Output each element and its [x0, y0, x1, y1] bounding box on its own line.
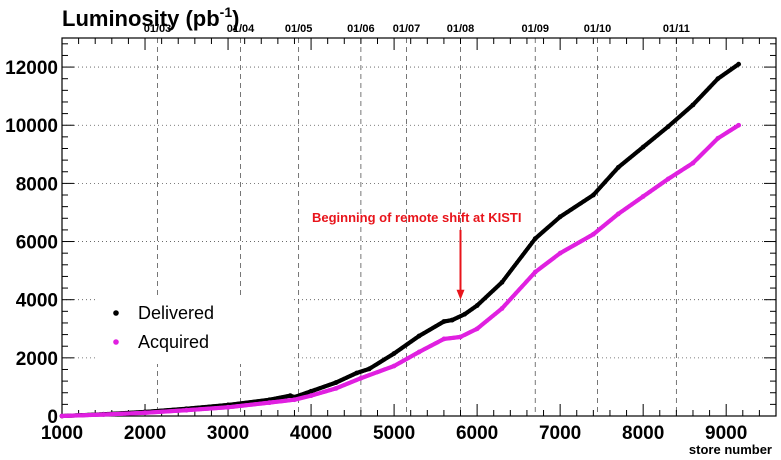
chart-title-superscript: -1 — [220, 4, 233, 20]
chart-title-main: Luminosity (pb — [62, 6, 220, 31]
y-tick-label: 8000 — [16, 174, 58, 195]
date-labels: 01/03 01/04 01/05 01/06 01/07 01/08 01/09 01/10… — [144, 23, 690, 35]
y-tick-label: 4000 — [16, 291, 58, 312]
data-point-anchor — [449, 317, 455, 323]
series-acquired — [59, 122, 742, 419]
data-point-anchor — [640, 194, 646, 199]
data-point-anchor — [499, 306, 505, 311]
y-tick-label: 12000 — [5, 58, 58, 79]
data-point-anchor — [267, 400, 272, 406]
legend-marker-acquired — [113, 339, 119, 345]
chart-title-close: ) — [232, 6, 239, 31]
y-tick-label: 0 — [47, 407, 58, 428]
data-point-anchor — [366, 366, 372, 372]
data-point-anchor — [690, 102, 696, 108]
data-point-anchor — [690, 160, 696, 166]
data-point-anchor — [292, 397, 297, 403]
date-grid — [157, 38, 677, 416]
data-point-anchor — [142, 410, 148, 416]
legend-marker-delivered — [113, 310, 119, 316]
x-tick-label: 3000 — [207, 423, 249, 444]
date-label: 01/08 — [447, 23, 475, 35]
data-point-anchor — [532, 269, 538, 275]
plot-frame — [61, 37, 777, 417]
x-tick-label: 6000 — [456, 423, 498, 444]
data-point-anchor — [308, 393, 314, 399]
y-tick-label: 2000 — [16, 349, 58, 370]
data-point-anchor — [590, 192, 596, 198]
x-tick-label: 4000 — [290, 423, 332, 444]
data-point-anchor — [391, 351, 397, 356]
data-point-anchor — [354, 370, 360, 376]
data-point-anchor — [557, 214, 563, 220]
date-label: 01/04 — [227, 23, 255, 35]
date-label: 01/09 — [521, 23, 549, 35]
annotation-arrow-head — [456, 289, 465, 300]
date-label: 01/06 — [347, 23, 375, 35]
x-tick-label: 2000 — [124, 423, 166, 444]
data-point-anchor — [287, 393, 293, 399]
data-point-anchor — [441, 319, 447, 324]
data-point-anchor — [474, 326, 480, 332]
x-tick-label: 8000 — [622, 423, 664, 444]
data-point-anchor — [59, 413, 65, 419]
data-point-anchor — [615, 164, 621, 170]
y-ticks: 0 2000 4000 6000 8000 10000 12000 — [5, 43, 776, 428]
data-point-anchor — [715, 76, 721, 82]
x-axis-label: store number — [689, 442, 772, 457]
data-point-anchor — [101, 412, 106, 417]
data-point-anchor — [184, 407, 189, 413]
data-point-anchor — [615, 211, 621, 217]
y-tick-label: 6000 — [16, 233, 58, 254]
data-point-anchor — [736, 122, 742, 128]
data-point-anchor — [416, 349, 422, 355]
date-label: 01/05 — [285, 23, 313, 35]
data-point-anchor — [333, 380, 339, 385]
data-point-anchor — [308, 388, 314, 394]
data-point-anchor — [225, 404, 231, 410]
data-point-anchor — [590, 231, 596, 237]
date-label: 01/07 — [393, 23, 421, 35]
data-point-anchor — [441, 336, 447, 342]
series-delivered — [59, 61, 742, 419]
annotation-text: Beginning of remote shift at KISTI — [312, 210, 521, 225]
date-label: 01/10 — [584, 23, 612, 35]
annotation: Beginning of remote shift at KISTI — [312, 210, 521, 300]
date-label: 01/03 — [144, 23, 172, 35]
y-tick-label: 10000 — [5, 116, 58, 137]
legend-box — [98, 296, 294, 364]
legend: Delivered Acquired — [98, 296, 294, 364]
horizontal-grid — [62, 66, 776, 359]
x-tick-label: 7000 — [539, 423, 581, 444]
legend-label-delivered: Delivered — [138, 303, 214, 323]
data-point-anchor — [358, 375, 364, 381]
date-label: 01/11 — [663, 23, 690, 35]
x-ticks: 1000 2000 3000 4000 5000 6000 7000 8000 9000 — [41, 38, 777, 444]
data-point-anchor — [333, 385, 339, 391]
data-point-anchor — [736, 61, 742, 67]
data-point-anchor — [391, 363, 397, 369]
chart-title: Luminosity (pb-1) — [62, 4, 239, 31]
data-point-anchor — [474, 303, 480, 308]
data-point-anchor — [499, 279, 505, 285]
x-tick-label: 1000 — [41, 423, 83, 444]
data-point-anchor — [665, 176, 671, 182]
data-point-anchor — [640, 144, 646, 150]
x-tick-label: 5000 — [373, 423, 415, 444]
data-point-anchor — [532, 236, 538, 242]
data-point-anchor — [557, 250, 563, 256]
data-point-anchor — [665, 124, 671, 130]
series-layer — [59, 61, 742, 419]
x-tick-label: 9000 — [705, 423, 747, 444]
plot-border — [61, 37, 777, 417]
data-point-anchor — [715, 135, 721, 141]
data-point-anchor — [416, 333, 422, 339]
data-point-anchor — [462, 311, 468, 317]
data-point-anchor — [458, 334, 463, 340]
legend-label-acquired: Acquired — [138, 332, 209, 352]
